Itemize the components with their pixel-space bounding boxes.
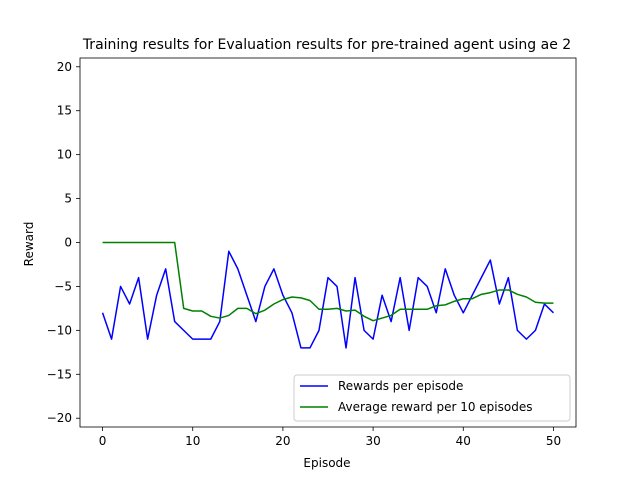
chart-title: Training results for Evaluation results … bbox=[82, 37, 571, 53]
x-axis-label: Episode bbox=[303, 456, 350, 470]
plot-area: 0 10 20 30 40 50 −20 −15 −10 −5 0 5 10 15 20 bbox=[47, 57, 577, 448]
x-tick-label: 50 bbox=[546, 434, 561, 448]
y-tick-label: 5 bbox=[64, 192, 72, 206]
x-tick-label: 10 bbox=[185, 434, 200, 448]
legend-label-2: Average reward per 10 episodes bbox=[338, 400, 532, 414]
x-tick-label: 30 bbox=[365, 434, 380, 448]
y-tick-label: −15 bbox=[47, 367, 72, 381]
x-tick-label: 20 bbox=[275, 434, 290, 448]
legend-label-1: Rewards per episode bbox=[338, 379, 463, 393]
y-tick-label: −10 bbox=[47, 323, 72, 337]
y-tick-label: 10 bbox=[57, 148, 72, 162]
x-tick-label: 40 bbox=[456, 434, 471, 448]
y-tick-label: 15 bbox=[57, 104, 72, 118]
legend-box bbox=[293, 374, 571, 422]
series-line-2 bbox=[102, 241, 554, 322]
series-line-1 bbox=[101, 250, 554, 349]
y-tick-label: 20 bbox=[57, 60, 72, 74]
x-tick-label: 0 bbox=[99, 434, 107, 448]
y-tick-label: −5 bbox=[54, 279, 72, 293]
legend: Rewards per episode Average reward per 10… bbox=[293, 374, 571, 422]
y-tick-label: −20 bbox=[47, 411, 72, 425]
y-axis-label: Reward bbox=[22, 222, 36, 267]
y-tick-label: 0 bbox=[64, 236, 72, 250]
